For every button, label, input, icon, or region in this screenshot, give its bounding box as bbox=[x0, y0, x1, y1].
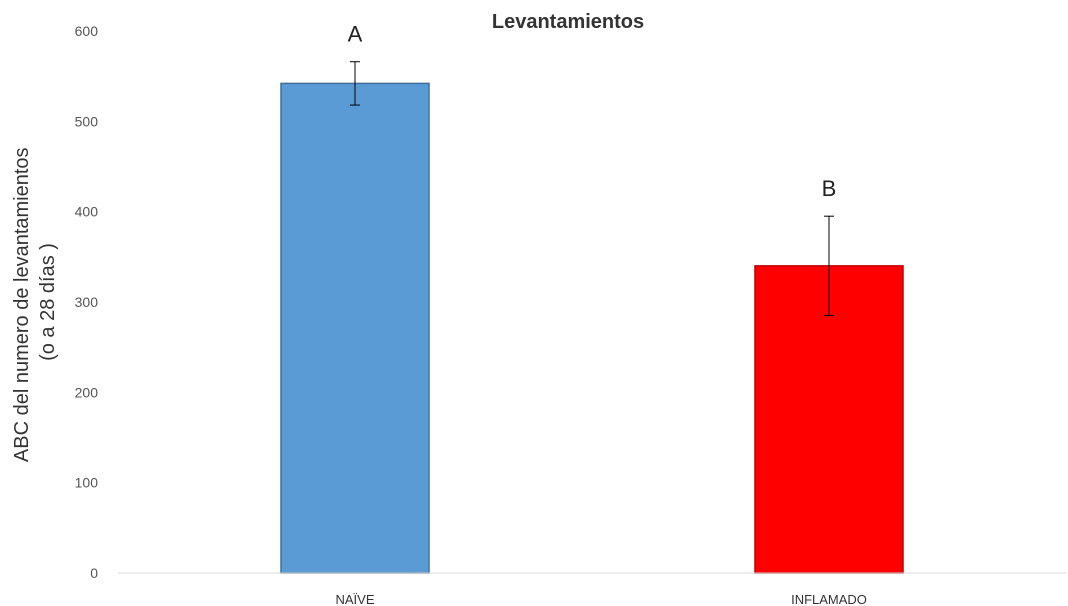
y-tick-label: 400 bbox=[75, 204, 99, 220]
x-tick-label: INFLAMADO bbox=[791, 592, 867, 606]
y-axis-label-line-2: (o a 28 días ) bbox=[37, 243, 59, 361]
error-bars bbox=[350, 61, 834, 317]
significance-labels: AB bbox=[348, 22, 837, 201]
y-axis-label: ABC del numero de levantamientos (o a 28… bbox=[11, 142, 59, 462]
y-tick-label: 100 bbox=[75, 475, 99, 491]
y-axis-ticks: 0 100 200 300 400 500 600 bbox=[75, 23, 99, 581]
bar bbox=[754, 265, 904, 574]
y-tick-label: 600 bbox=[75, 23, 99, 39]
significance-label: B bbox=[822, 176, 837, 201]
y-axis-label-line-1: ABC del numero de levantamientos bbox=[11, 147, 33, 462]
significance-label: A bbox=[348, 22, 363, 47]
y-tick-label: 500 bbox=[75, 113, 99, 129]
y-tick-label: 0 bbox=[90, 565, 98, 581]
chart-title: Levantamientos bbox=[492, 11, 644, 33]
x-axis-ticks: NAÏVE INFLAMADO bbox=[335, 592, 866, 606]
bar bbox=[280, 82, 430, 574]
y-tick-label: 200 bbox=[75, 384, 99, 400]
bars bbox=[280, 82, 904, 574]
y-tick-label: 300 bbox=[75, 294, 99, 310]
x-tick-label: NAÏVE bbox=[335, 592, 374, 606]
